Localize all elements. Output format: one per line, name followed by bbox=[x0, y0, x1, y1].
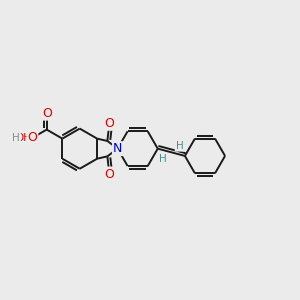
Text: H: H bbox=[12, 133, 20, 143]
Text: O: O bbox=[104, 167, 114, 181]
Text: O: O bbox=[42, 106, 52, 120]
Text: O: O bbox=[28, 131, 38, 144]
Text: H: H bbox=[159, 154, 167, 164]
Text: O: O bbox=[104, 117, 114, 130]
Text: N: N bbox=[113, 142, 122, 155]
Text: H: H bbox=[176, 141, 183, 151]
Text: OH: OH bbox=[15, 133, 31, 143]
